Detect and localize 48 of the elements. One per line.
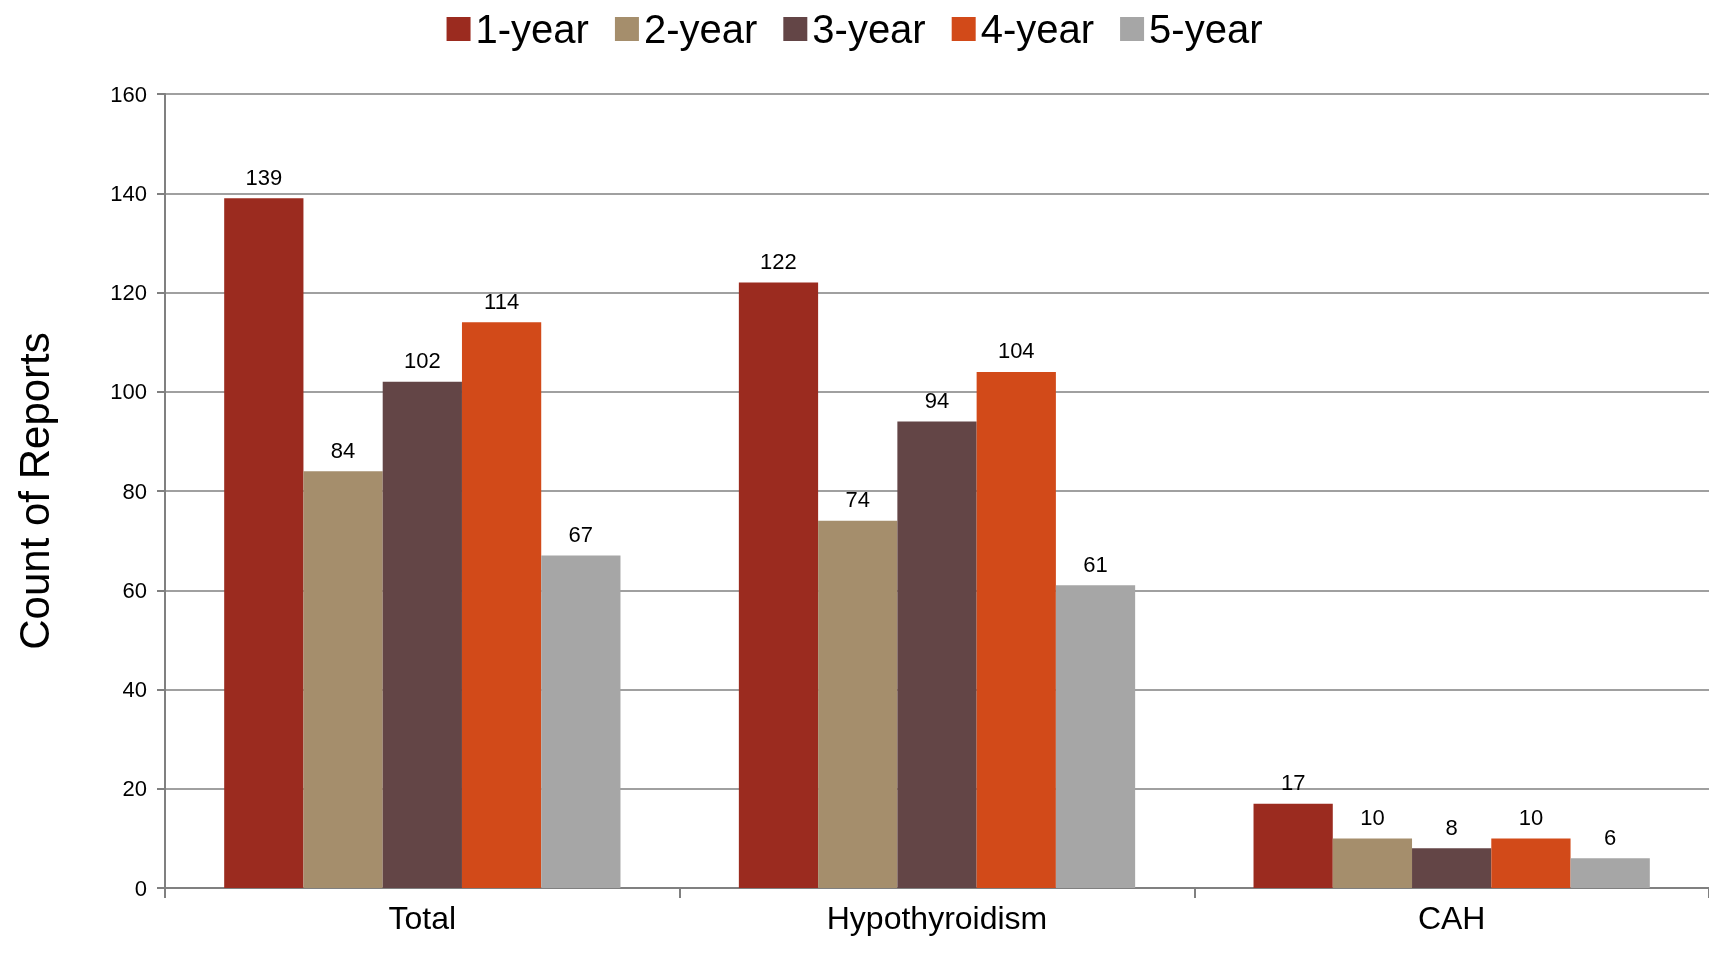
bar bbox=[897, 421, 977, 888]
x-tick-label: Hypothyroidism bbox=[826, 900, 1048, 936]
bar bbox=[541, 555, 621, 888]
bar bbox=[976, 371, 1056, 888]
bar bbox=[1332, 838, 1413, 888]
data-label: 102 bbox=[403, 348, 441, 374]
data-label: 10 bbox=[1360, 804, 1385, 830]
y-tick-label: 20 bbox=[122, 776, 147, 802]
bar bbox=[1491, 838, 1571, 888]
legend-label: 5-year bbox=[1149, 7, 1263, 51]
x-tick-label: CAH bbox=[1417, 900, 1486, 936]
data-label: 84 bbox=[330, 437, 356, 463]
data-label: 6 bbox=[1604, 824, 1617, 850]
data-label: 74 bbox=[845, 487, 870, 513]
data-label: 8 bbox=[1445, 814, 1458, 840]
bar bbox=[738, 282, 819, 888]
bar bbox=[1412, 848, 1492, 888]
data-label: 114 bbox=[484, 288, 520, 314]
data-label: 61 bbox=[1083, 551, 1108, 577]
legend-label: 1-year bbox=[475, 7, 589, 51]
data-label: 122 bbox=[760, 249, 797, 275]
y-tick-label: 100 bbox=[110, 379, 147, 405]
bar bbox=[224, 198, 304, 888]
y-tick-label: 40 bbox=[122, 677, 147, 702]
data-label: 94 bbox=[924, 388, 950, 414]
y-tick-label: 60 bbox=[122, 577, 147, 603]
y-tick-label: 120 bbox=[110, 280, 147, 305]
y-tick-label: 140 bbox=[110, 180, 147, 206]
bar bbox=[461, 322, 542, 888]
data-label: 67 bbox=[568, 522, 594, 548]
y-tick-label: 80 bbox=[122, 478, 147, 504]
data-label: 104 bbox=[997, 338, 1035, 364]
x-tick-label: Total bbox=[388, 900, 457, 936]
data-label: 139 bbox=[245, 164, 283, 190]
bar bbox=[1253, 803, 1333, 888]
data-label: 10 bbox=[1518, 804, 1544, 830]
legend-label: 4-year bbox=[980, 7, 1095, 51]
legend-label: 2-year bbox=[643, 7, 758, 51]
legend-label: 3-year bbox=[812, 7, 926, 51]
bar bbox=[382, 381, 462, 888]
y-tick-label: 160 bbox=[110, 81, 147, 107]
data-label: 17 bbox=[1280, 770, 1306, 796]
bar bbox=[1055, 585, 1136, 888]
y-axis-title: Count of Reports bbox=[10, 332, 58, 650]
bar bbox=[818, 520, 898, 888]
bar bbox=[1570, 858, 1650, 888]
bar bbox=[303, 471, 383, 888]
y-tick-label: 0 bbox=[134, 875, 147, 901]
